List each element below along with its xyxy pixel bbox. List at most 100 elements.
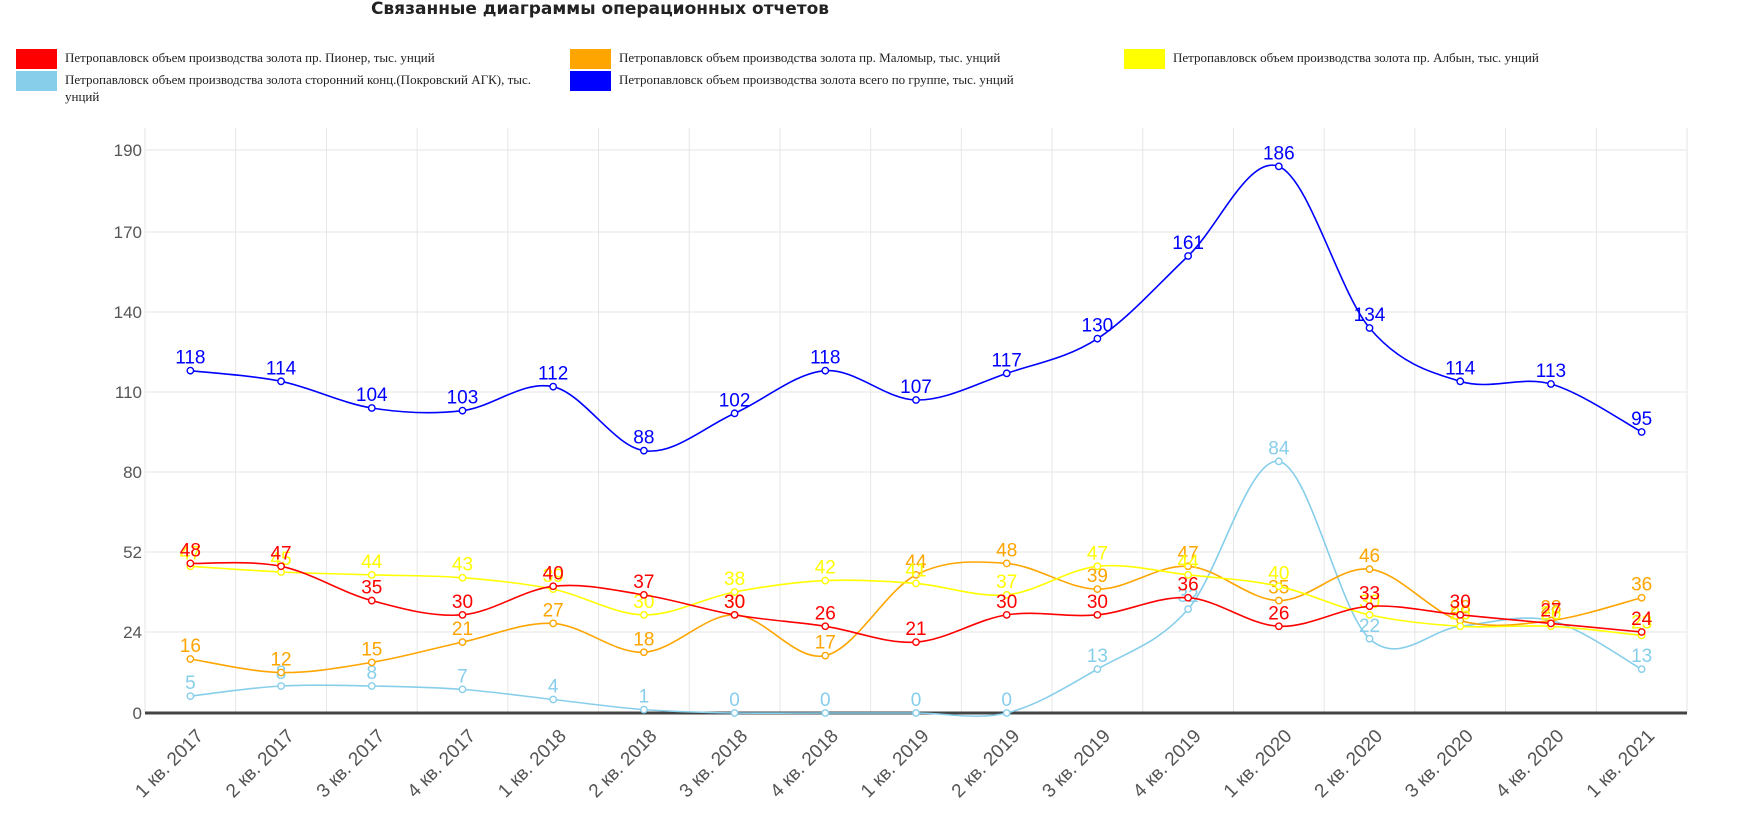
data-label-pioneer: 27: [1540, 600, 1561, 621]
legend-item-pokrovsky[interactable]: Петропавловск объем производства золота …: [16, 71, 556, 105]
data-point-total: [1637, 428, 1646, 436]
data-label-malomyr: 27: [543, 600, 564, 621]
data-point-malomyr: [186, 655, 195, 663]
data-point-pokrovsky: [1274, 457, 1283, 466]
data-point-malomyr: [639, 648, 648, 657]
x-tick-label: 3 кв. 2018: [676, 726, 752, 802]
data-label-pokrovsky: 0: [729, 690, 740, 711]
data-point-pokrovsky: [1093, 665, 1102, 674]
data-label-albyn: 23: [1631, 612, 1652, 633]
data-point-total: [730, 409, 739, 418]
x-tick-label: 1 кв. 2020: [1220, 726, 1296, 802]
data-point-pioneer: [1002, 610, 1011, 619]
data-point-malomyr: [821, 651, 830, 660]
data-point-pioneer: [458, 610, 467, 619]
x-tick-label: 1 кв. 2018: [494, 726, 570, 802]
data-point-pioneer: [1547, 619, 1555, 628]
data-label-total: 102: [719, 390, 751, 411]
chart-title: Связанные диаграммы операционных отчетов: [370, 0, 830, 19]
legend-label-malomyr: Петропавловск объем производства золота …: [619, 50, 1001, 65]
legend-item-pioneer[interactable]: Петропавловск объем производства золота …: [16, 49, 556, 69]
data-point-pioneer: [1637, 628, 1646, 636]
data-label-albyn: 41: [905, 560, 926, 581]
data-point-pioneer: [821, 622, 830, 631]
data-label-malomyr: 12: [270, 650, 291, 671]
data-label-malomyr: 16: [180, 636, 201, 657]
y-tick-label: 52: [123, 543, 142, 562]
data-point-pioneer: [186, 559, 195, 568]
data-label-pokrovsky: 7: [457, 666, 468, 687]
data-label-pioneer: 30: [724, 592, 745, 613]
y-tick-label: 110: [115, 383, 142, 402]
data-label-total: 161: [1172, 233, 1204, 254]
y-tick-label: 170: [114, 223, 142, 242]
data-label-albyn: 47: [180, 543, 201, 564]
data-label-total: 95: [1631, 409, 1652, 430]
data-point-albyn: [1002, 590, 1011, 599]
x-tick-label: 4 кв. 2017: [404, 726, 480, 802]
data-point-total: [1365, 324, 1374, 332]
y-tick-label: 80: [123, 463, 142, 482]
legend-swatch-albyn: [1124, 49, 1165, 69]
data-point-albyn: [1456, 622, 1465, 631]
legend-item-albyn[interactable]: Петропавловск объем производства золота …: [1124, 49, 1754, 69]
x-tick-label: 4 кв. 2020: [1492, 726, 1568, 802]
data-point-malomyr: [1274, 596, 1283, 605]
data-point-total: [549, 382, 558, 391]
data-point-albyn: [367, 570, 376, 579]
legend-swatch-malomyr: [570, 49, 611, 69]
x-tick-label: 3 кв. 2019: [1039, 726, 1115, 802]
x-tick-label: 3 кв. 2020: [1401, 726, 1477, 802]
data-point-albyn: [1274, 582, 1283, 591]
data-point-pokrovsky: [186, 692, 195, 701]
data-label-pioneer: 37: [633, 572, 654, 593]
data-point-pioneer: [1093, 610, 1102, 619]
data-label-pokrovsky: 1: [639, 687, 650, 708]
data-point-malomyr: [1365, 565, 1374, 574]
data-label-malomyr: 28: [1450, 598, 1471, 619]
data-point-total: [277, 377, 285, 386]
data-label-total: 113: [1536, 361, 1566, 382]
legend-label-pokrovsky: Петропавловск объем производства золота …: [65, 72, 532, 104]
data-label-albyn: 44: [1178, 552, 1200, 573]
data-point-pokrovsky: [821, 709, 830, 717]
data-point-total: [1093, 334, 1102, 343]
data-point-total: [1456, 377, 1465, 386]
data-point-malomyr: [1002, 559, 1011, 568]
data-point-albyn: [912, 579, 920, 588]
data-point-malomyr: [277, 668, 285, 677]
data-point-pokrovsky: [367, 682, 376, 690]
data-point-albyn: [821, 576, 830, 585]
y-tick-label: 24: [123, 623, 142, 642]
data-point-malomyr: [1093, 585, 1102, 594]
data-point-albyn: [639, 610, 648, 619]
data-label-malomyr: 46: [1359, 546, 1380, 567]
series-line-total: [190, 164, 1643, 452]
data-point-pioneer: [277, 562, 285, 571]
data-label-total: 118: [175, 348, 205, 369]
legend-item-malomyr[interactable]: Петропавловск объем производства золота …: [570, 49, 1110, 69]
data-label-pioneer: 21: [905, 619, 926, 640]
data-point-pioneer: [549, 582, 558, 591]
data-label-pioneer: 26: [1268, 603, 1289, 624]
data-label-malomyr: 44: [905, 552, 927, 573]
x-tick-label: 2 кв. 2017: [222, 726, 298, 802]
data-label-pioneer: 33: [1359, 583, 1380, 604]
data-label-total: 103: [447, 388, 479, 409]
data-label-total: 186: [1263, 143, 1295, 164]
legend-item-total[interactable]: Петропавловск объем производства золота …: [570, 71, 1110, 91]
data-point-malomyr: [549, 619, 558, 628]
data-label-pokrovsky: 0: [911, 690, 922, 711]
data-label-pokrovsky: 0: [820, 690, 831, 711]
x-tick-label: 2 кв. 2019: [948, 726, 1024, 802]
data-label-pioneer: 35: [361, 578, 382, 599]
data-point-pokrovsky: [912, 709, 920, 717]
data-point-albyn: [1093, 562, 1102, 571]
data-label-total: 88: [633, 428, 654, 449]
data-label-pioneer: 30: [452, 592, 473, 613]
data-label-malomyr: 18: [633, 629, 654, 650]
data-point-pioneer: [367, 596, 376, 605]
data-point-total: [186, 366, 195, 375]
x-tick-label: 2 кв. 2018: [585, 726, 661, 802]
data-point-albyn: [730, 588, 739, 596]
